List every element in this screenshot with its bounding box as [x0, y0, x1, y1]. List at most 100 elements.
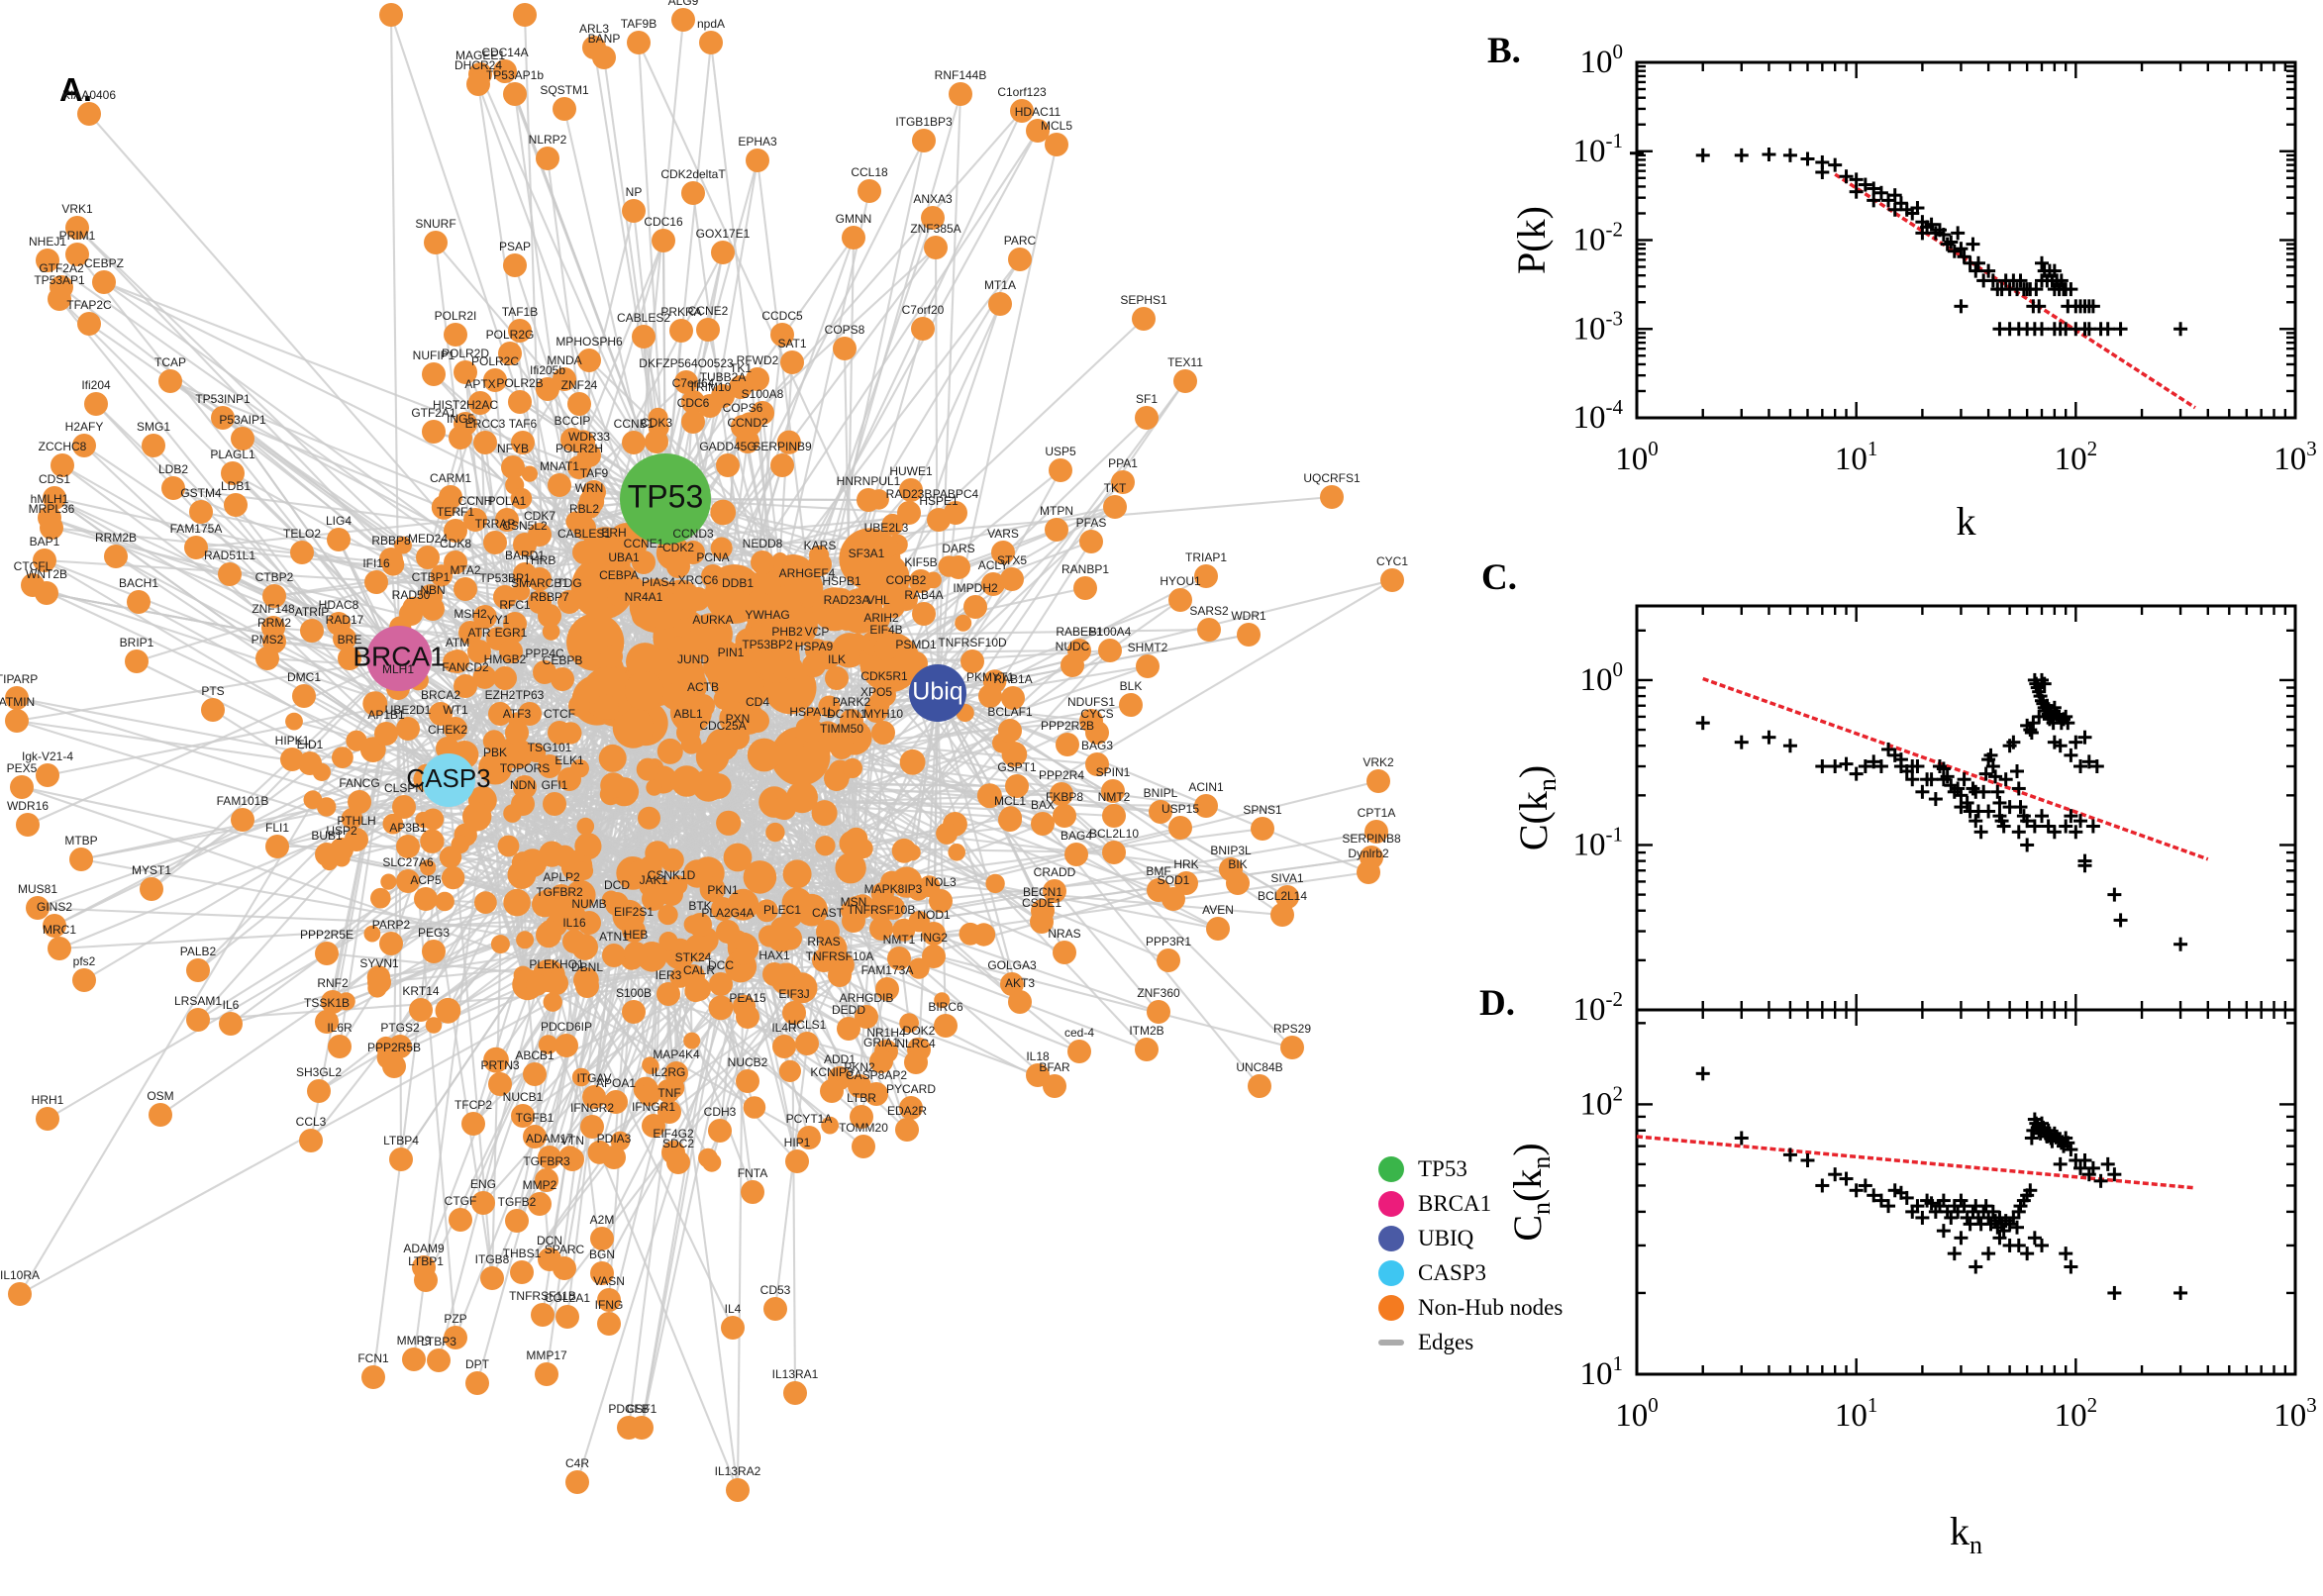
network-node[interactable] — [218, 562, 242, 586]
network-node[interactable] — [756, 651, 779, 675]
network-node[interactable] — [523, 1125, 547, 1148]
network-node[interactable] — [1237, 623, 1261, 647]
network-core-node[interactable] — [474, 891, 497, 914]
network-node[interactable] — [602, 1146, 626, 1169]
network-node[interactable] — [871, 721, 895, 745]
hub-node-ubiq[interactable] — [909, 664, 966, 722]
network-node[interactable] — [127, 590, 151, 614]
network-node[interactable] — [869, 1049, 893, 1073]
network-node[interactable] — [701, 627, 725, 650]
network-core-node[interactable] — [821, 1116, 839, 1135]
network-node[interactable] — [577, 495, 601, 519]
network-core-node[interactable] — [462, 802, 492, 832]
network-node[interactable] — [1111, 470, 1135, 494]
network-node[interactable] — [379, 548, 403, 571]
network-node[interactable] — [711, 897, 735, 921]
network-node[interactable] — [454, 674, 477, 698]
network-core-node[interactable] — [842, 757, 863, 779]
network-node[interactable] — [499, 640, 523, 663]
network-node[interactable] — [1102, 841, 1126, 864]
network-node[interactable] — [716, 920, 740, 944]
network-core-node[interactable] — [784, 737, 804, 756]
network-node[interactable] — [467, 640, 491, 663]
network-node[interactable] — [290, 541, 314, 564]
network-core-node[interactable] — [845, 827, 868, 851]
network-core-node[interactable] — [880, 579, 900, 599]
network-node[interactable] — [642, 1114, 665, 1138]
hub-node-tp53[interactable] — [620, 453, 711, 545]
network-core-node[interactable] — [576, 817, 595, 836]
network-node[interactable] — [922, 945, 946, 968]
network-node[interactable] — [699, 31, 723, 54]
network-core-node[interactable] — [625, 671, 664, 711]
network-node[interactable] — [927, 508, 951, 532]
network-node[interactable] — [981, 572, 1005, 596]
network-core-node[interactable] — [346, 730, 367, 751]
network-node[interactable] — [895, 1118, 919, 1142]
network-node[interactable] — [149, 1103, 172, 1127]
network-node[interactable] — [536, 147, 559, 170]
network-node[interactable] — [399, 602, 423, 626]
network-node[interactable] — [622, 431, 646, 454]
network-core-node[interactable] — [732, 947, 751, 965]
network-node[interactable] — [535, 1168, 558, 1192]
network-core-node[interactable] — [670, 765, 703, 797]
network-node[interactable] — [904, 1050, 928, 1074]
network-node[interactable] — [483, 759, 507, 783]
network-node[interactable] — [48, 937, 71, 960]
network-node[interactable] — [770, 453, 794, 477]
network-core-node[interactable] — [565, 879, 596, 911]
network-node[interactable] — [538, 754, 561, 778]
network-node[interactable] — [696, 318, 720, 342]
network-node[interactable] — [511, 1104, 535, 1128]
network-node[interactable] — [1060, 653, 1084, 677]
network-node[interactable] — [463, 508, 487, 532]
network-node[interactable] — [36, 249, 59, 272]
network-node[interactable] — [1320, 485, 1344, 509]
network-node[interactable] — [92, 270, 116, 294]
network-node[interactable] — [1026, 119, 1050, 143]
network-node[interactable] — [142, 434, 165, 457]
network-node[interactable] — [505, 1209, 529, 1233]
network-node[interactable] — [422, 420, 446, 444]
network-node[interactable] — [77, 312, 101, 336]
network-node[interactable] — [551, 667, 574, 691]
network-node[interactable] — [1056, 733, 1079, 756]
network-core-node[interactable] — [667, 636, 689, 657]
network-node[interactable] — [466, 72, 490, 96]
network-node[interactable] — [808, 552, 832, 576]
network-node[interactable] — [842, 226, 865, 249]
network-node[interactable] — [219, 1012, 243, 1036]
network-node[interactable] — [624, 942, 648, 965]
hub-node-brca1[interactable] — [366, 626, 432, 691]
network-node[interactable] — [424, 231, 448, 254]
network-core-node[interactable] — [772, 796, 796, 821]
network-core-node[interactable] — [785, 604, 807, 625]
network-core-node[interactable] — [425, 1017, 443, 1034]
network-node[interactable] — [416, 546, 440, 569]
network-node[interactable] — [8, 1282, 32, 1306]
network-node[interactable] — [48, 287, 71, 311]
network-node[interactable] — [746, 149, 769, 172]
network-core-node[interactable] — [420, 829, 445, 853]
network-node[interactable] — [1194, 794, 1218, 818]
network-node[interactable] — [461, 1112, 485, 1136]
network-node[interactable] — [513, 533, 537, 556]
network-core-node[interactable] — [881, 513, 904, 536]
network-core-node[interactable] — [659, 848, 684, 872]
network-node[interactable] — [572, 516, 596, 540]
network-node[interactable] — [1008, 990, 1032, 1014]
network-node[interactable] — [622, 1000, 646, 1024]
network-node[interactable] — [1050, 782, 1073, 806]
network-node[interactable] — [348, 790, 371, 814]
network-node[interactable] — [835, 607, 858, 631]
network-node[interactable] — [1045, 518, 1068, 542]
network-node[interactable] — [1206, 917, 1230, 941]
network-node[interactable] — [414, 1268, 438, 1292]
network-node[interactable] — [1000, 567, 1024, 591]
network-node[interactable] — [911, 317, 935, 341]
network-node[interactable] — [1135, 406, 1159, 430]
network-node[interactable] — [709, 972, 733, 996]
network-core-node[interactable] — [598, 744, 627, 772]
network-node[interactable] — [77, 102, 101, 126]
